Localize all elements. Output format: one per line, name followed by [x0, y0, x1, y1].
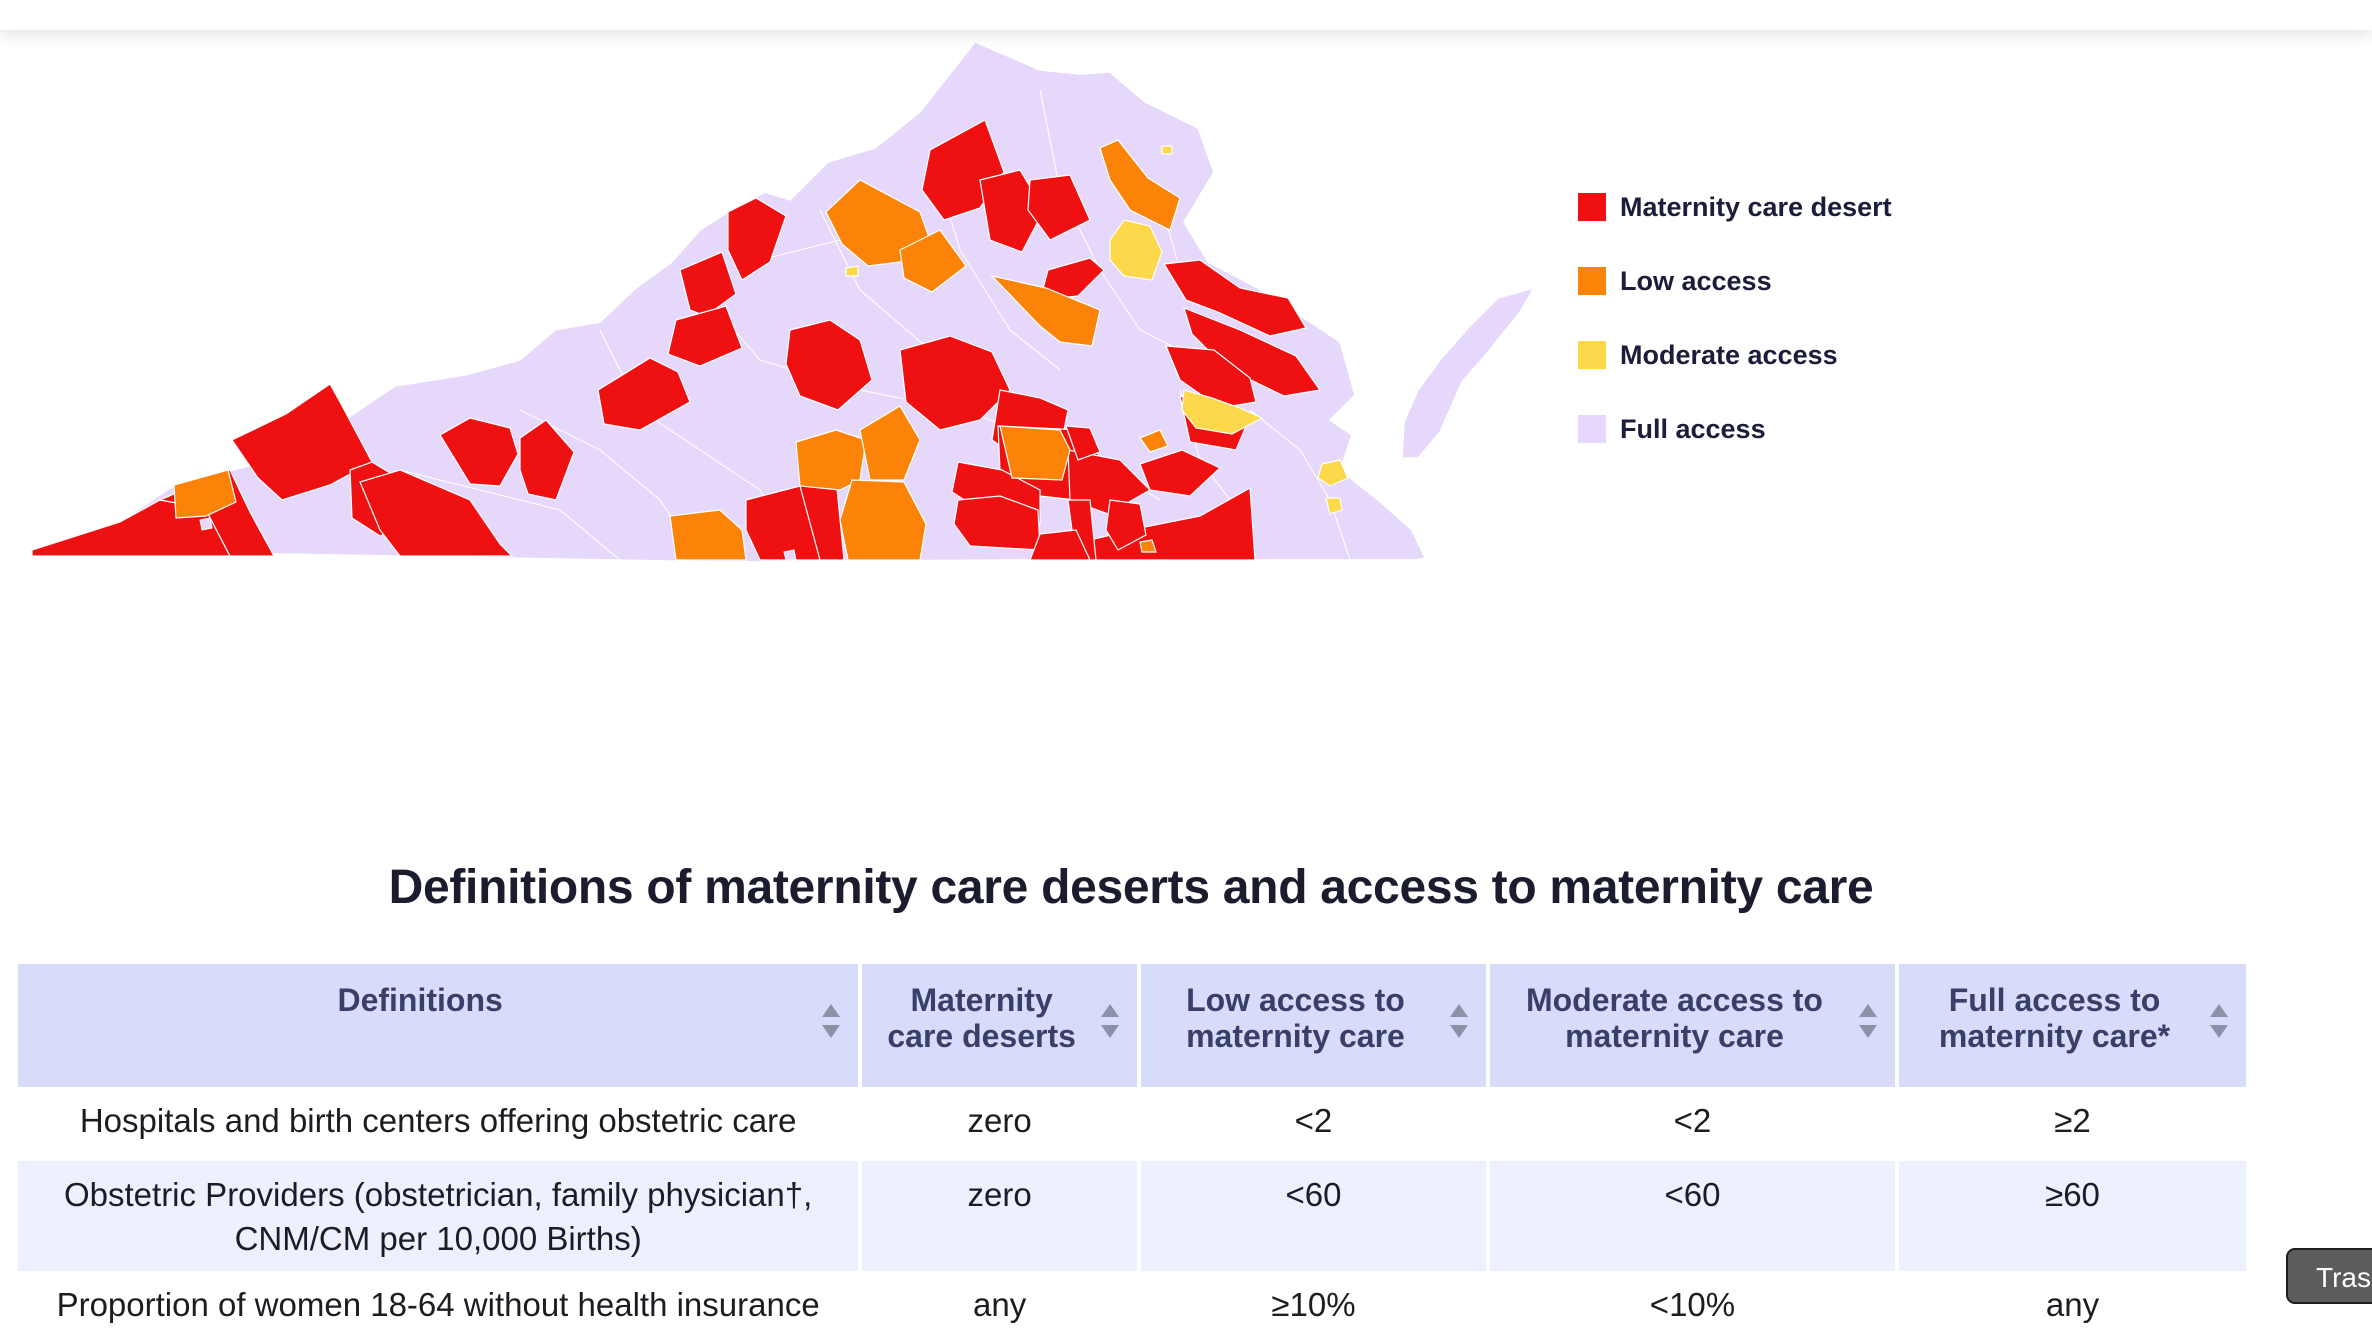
table-cell: <60: [1489, 1161, 1896, 1271]
legend-label: Full access: [1620, 413, 1766, 444]
table-cell: <60: [1141, 1161, 1486, 1271]
low-access-counties: [173, 139, 1181, 561]
section-title: Definitions of maternity care deserts an…: [388, 861, 1874, 914]
eastern-shore: [1401, 286, 1536, 459]
table-row: Proportion of women 18-64 without health…: [18, 1271, 2246, 1333]
column-header-maternity-care-deserts[interactable]: Maternity care deserts: [862, 964, 1137, 1087]
table-cell: Proportion of women 18-64 without health…: [18, 1271, 859, 1333]
legend-swatch-desert: [1578, 193, 1606, 221]
table-cell: ≥60: [1899, 1161, 2246, 1271]
legend-label: Moderate access: [1620, 339, 1838, 370]
table-cell: any: [862, 1271, 1137, 1333]
legend-swatch-low-access: [1578, 267, 1606, 295]
sort-icon[interactable]: [1449, 1004, 1468, 1038]
legend-item-low-access[interactable]: Low access: [1578, 244, 1892, 318]
table-cell: <2: [1141, 1087, 1486, 1161]
column-header-label: Full access to maternity care*: [1938, 982, 2171, 1054]
definitions-table: Definitions Maternity care deserts Low a…: [14, 964, 2250, 1333]
table-cell: ≥2: [1899, 1087, 2246, 1161]
column-header-label: Moderate access to maternity care: [1525, 982, 1823, 1054]
table-cell: Hospitals and birth centers offering obs…: [18, 1087, 859, 1161]
city-enclaves: [199, 517, 797, 561]
column-header-label: Definitions: [337, 982, 503, 1018]
table-row: Hospitals and birth centers offering obs…: [18, 1087, 2246, 1161]
sort-icon[interactable]: [822, 1004, 841, 1038]
virginia-county-map[interactable]: [0, 30, 1560, 590]
sort-icon[interactable]: [1101, 1004, 1119, 1038]
table-cell: zero: [862, 1161, 1137, 1271]
column-header-label: Low access to maternity care: [1186, 982, 1405, 1054]
translate-tooltip[interactable]: Tras: [2286, 1248, 2372, 1304]
legend-item-desert[interactable]: Maternity care desert: [1578, 170, 1892, 244]
legend-label: Maternity care desert: [1620, 191, 1892, 222]
table-cell: Obstetric Providers (obstetrician, famil…: [18, 1161, 859, 1271]
legend-item-moderate-access[interactable]: Moderate access: [1578, 318, 1892, 392]
table-cell: zero: [862, 1087, 1137, 1161]
table-cell: <2: [1489, 1087, 1896, 1161]
legend-swatch-full-access: [1578, 415, 1606, 443]
column-header-moderate-access[interactable]: Moderate access to maternity care: [1489, 964, 1896, 1087]
sort-icon[interactable]: [1859, 1004, 1878, 1038]
moderate-access-counties: [845, 145, 1349, 515]
legend-label: Low access: [1620, 265, 1772, 296]
legend-item-full-access[interactable]: Full access: [1578, 392, 1892, 466]
top-bar: [0, 0, 2372, 30]
sort-icon[interactable]: [2210, 1004, 2228, 1038]
column-header-full-access[interactable]: Full access to maternity care*: [1899, 964, 2246, 1087]
column-header-label: Maternity care deserts: [887, 982, 1076, 1054]
legend-swatch-moderate-access: [1578, 341, 1606, 369]
table-cell: any: [1899, 1271, 2246, 1333]
map-legend: Maternity care desert Low access Moderat…: [1578, 170, 1892, 466]
column-header-low-access[interactable]: Low access to maternity care: [1141, 964, 1486, 1087]
table-row: Obstetric Providers (obstetrician, famil…: [18, 1161, 2246, 1271]
table-cell: ≥10%: [1141, 1271, 1486, 1333]
column-header-definitions[interactable]: Definitions: [18, 964, 859, 1087]
table-cell: <10%: [1489, 1271, 1896, 1333]
